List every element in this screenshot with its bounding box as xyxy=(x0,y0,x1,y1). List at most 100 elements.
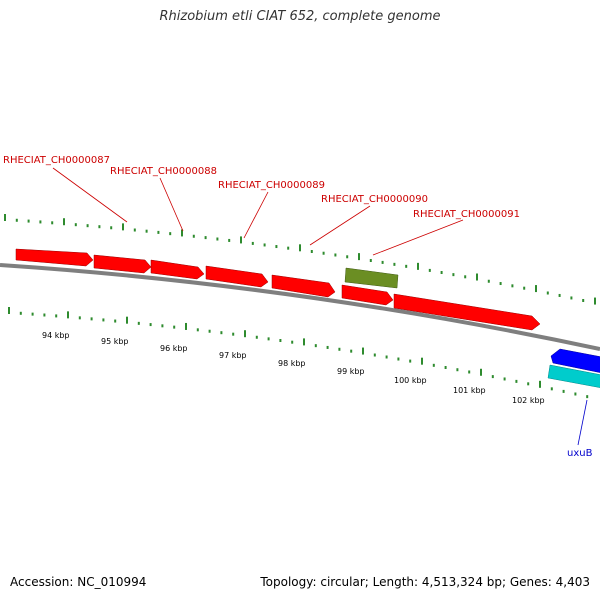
minor-tick xyxy=(428,268,431,272)
minor-tick xyxy=(322,251,325,255)
gene-block-reverse[interactable] xyxy=(547,364,600,388)
minor-tick xyxy=(267,337,270,341)
minor-tick xyxy=(397,357,400,361)
minor-tick xyxy=(204,236,207,240)
major-tick xyxy=(4,214,6,221)
minor-tick xyxy=(78,316,81,320)
minor-tick xyxy=(550,387,553,391)
minor-tick xyxy=(102,318,105,322)
minor-tick xyxy=(161,324,164,328)
major-tick xyxy=(303,338,305,346)
upper-tick-track xyxy=(4,214,596,305)
gene-block-olive[interactable] xyxy=(344,267,399,289)
leader-line xyxy=(309,205,371,246)
minor-tick xyxy=(31,312,34,316)
minor-tick xyxy=(51,221,54,225)
genome-summary-text: Topology: circular; Length: 4,513,324 bp… xyxy=(260,575,590,589)
major-tick xyxy=(122,223,124,231)
leader-line xyxy=(52,167,128,223)
minor-tick xyxy=(43,313,46,317)
minor-tick xyxy=(133,228,136,232)
minor-tick xyxy=(338,347,341,351)
minor-tick xyxy=(369,258,372,262)
minor-tick xyxy=(15,218,18,222)
minor-tick xyxy=(220,331,223,335)
gene-arrow-reverse[interactable] xyxy=(550,348,600,373)
minor-tick xyxy=(464,275,467,279)
minor-tick xyxy=(145,229,148,233)
minor-tick xyxy=(385,355,388,359)
scale-label: 95 kbp xyxy=(101,337,129,346)
gene-label[interactable]: RHECIAT_CH0000091 xyxy=(413,209,520,220)
minor-tick xyxy=(149,323,152,327)
minor-tick xyxy=(157,230,160,234)
minor-tick xyxy=(310,249,313,253)
minor-tick xyxy=(570,296,573,300)
gene-arrow[interactable] xyxy=(205,265,269,288)
major-tick xyxy=(63,218,65,226)
gene-label[interactable]: RHECIAT_CH0000090 xyxy=(321,194,428,205)
minor-tick xyxy=(86,224,89,228)
minor-tick xyxy=(110,226,113,230)
minor-tick xyxy=(255,335,258,339)
gene-arrow[interactable] xyxy=(393,293,541,331)
minor-tick xyxy=(98,225,101,229)
minor-tick xyxy=(558,293,561,297)
major-tick xyxy=(67,311,69,319)
gene-label[interactable]: RHECIAT_CH0000088 xyxy=(110,166,217,177)
major-tick xyxy=(362,347,364,355)
scale-label: 99 kbp xyxy=(337,367,365,376)
minor-tick xyxy=(232,332,235,336)
minor-tick xyxy=(373,353,376,357)
minor-tick xyxy=(409,359,412,363)
minor-tick xyxy=(216,237,219,241)
gene-label[interactable]: uxuB xyxy=(567,448,593,459)
map-title: Rhizobium etli CIAT 652, complete genome xyxy=(159,9,441,24)
minor-tick xyxy=(432,363,435,367)
minor-tick xyxy=(326,345,329,349)
major-tick xyxy=(417,262,419,270)
major-tick xyxy=(535,285,537,293)
minor-tick xyxy=(381,260,384,264)
minor-tick xyxy=(173,325,176,329)
major-tick xyxy=(358,253,360,261)
minor-tick xyxy=(405,264,408,268)
gene-arrow[interactable] xyxy=(271,274,336,298)
minor-tick xyxy=(527,382,530,386)
minor-tick xyxy=(546,291,549,295)
minor-tick xyxy=(440,271,443,275)
gene-arrow[interactable] xyxy=(341,284,394,306)
gene-arrow[interactable] xyxy=(150,259,205,280)
minor-tick xyxy=(275,245,278,249)
major-tick xyxy=(240,236,242,244)
minor-tick xyxy=(334,253,337,257)
minor-tick xyxy=(562,389,565,393)
minor-tick xyxy=(27,219,30,223)
minor-tick xyxy=(574,392,577,396)
scale-label: 96 kbp xyxy=(160,344,188,353)
major-tick xyxy=(421,357,423,365)
minor-tick xyxy=(169,232,172,236)
minor-tick xyxy=(279,339,282,343)
gene-label[interactable]: RHECIAT_CH0000087 xyxy=(3,155,110,166)
minor-tick xyxy=(74,223,77,227)
minor-tick xyxy=(393,262,396,266)
minor-tick xyxy=(19,311,22,315)
genome-backbone xyxy=(0,263,600,351)
scale-label: 101 kbp xyxy=(453,386,486,395)
minor-tick xyxy=(196,328,199,332)
scale-label: 94 kbp xyxy=(42,331,70,340)
minor-tick xyxy=(39,220,42,224)
minor-tick xyxy=(291,340,294,344)
minor-tick xyxy=(314,344,317,348)
minor-tick xyxy=(487,279,490,283)
gene-label[interactable]: RHECIAT_CH0000089 xyxy=(218,180,325,191)
scale-label: 102 kbp xyxy=(512,396,545,405)
major-tick xyxy=(539,380,541,388)
gene-arrow[interactable] xyxy=(93,254,152,274)
minor-tick xyxy=(350,349,353,353)
leader-line xyxy=(372,219,464,256)
gene-arrow[interactable] xyxy=(15,248,94,267)
minor-tick xyxy=(468,370,471,374)
